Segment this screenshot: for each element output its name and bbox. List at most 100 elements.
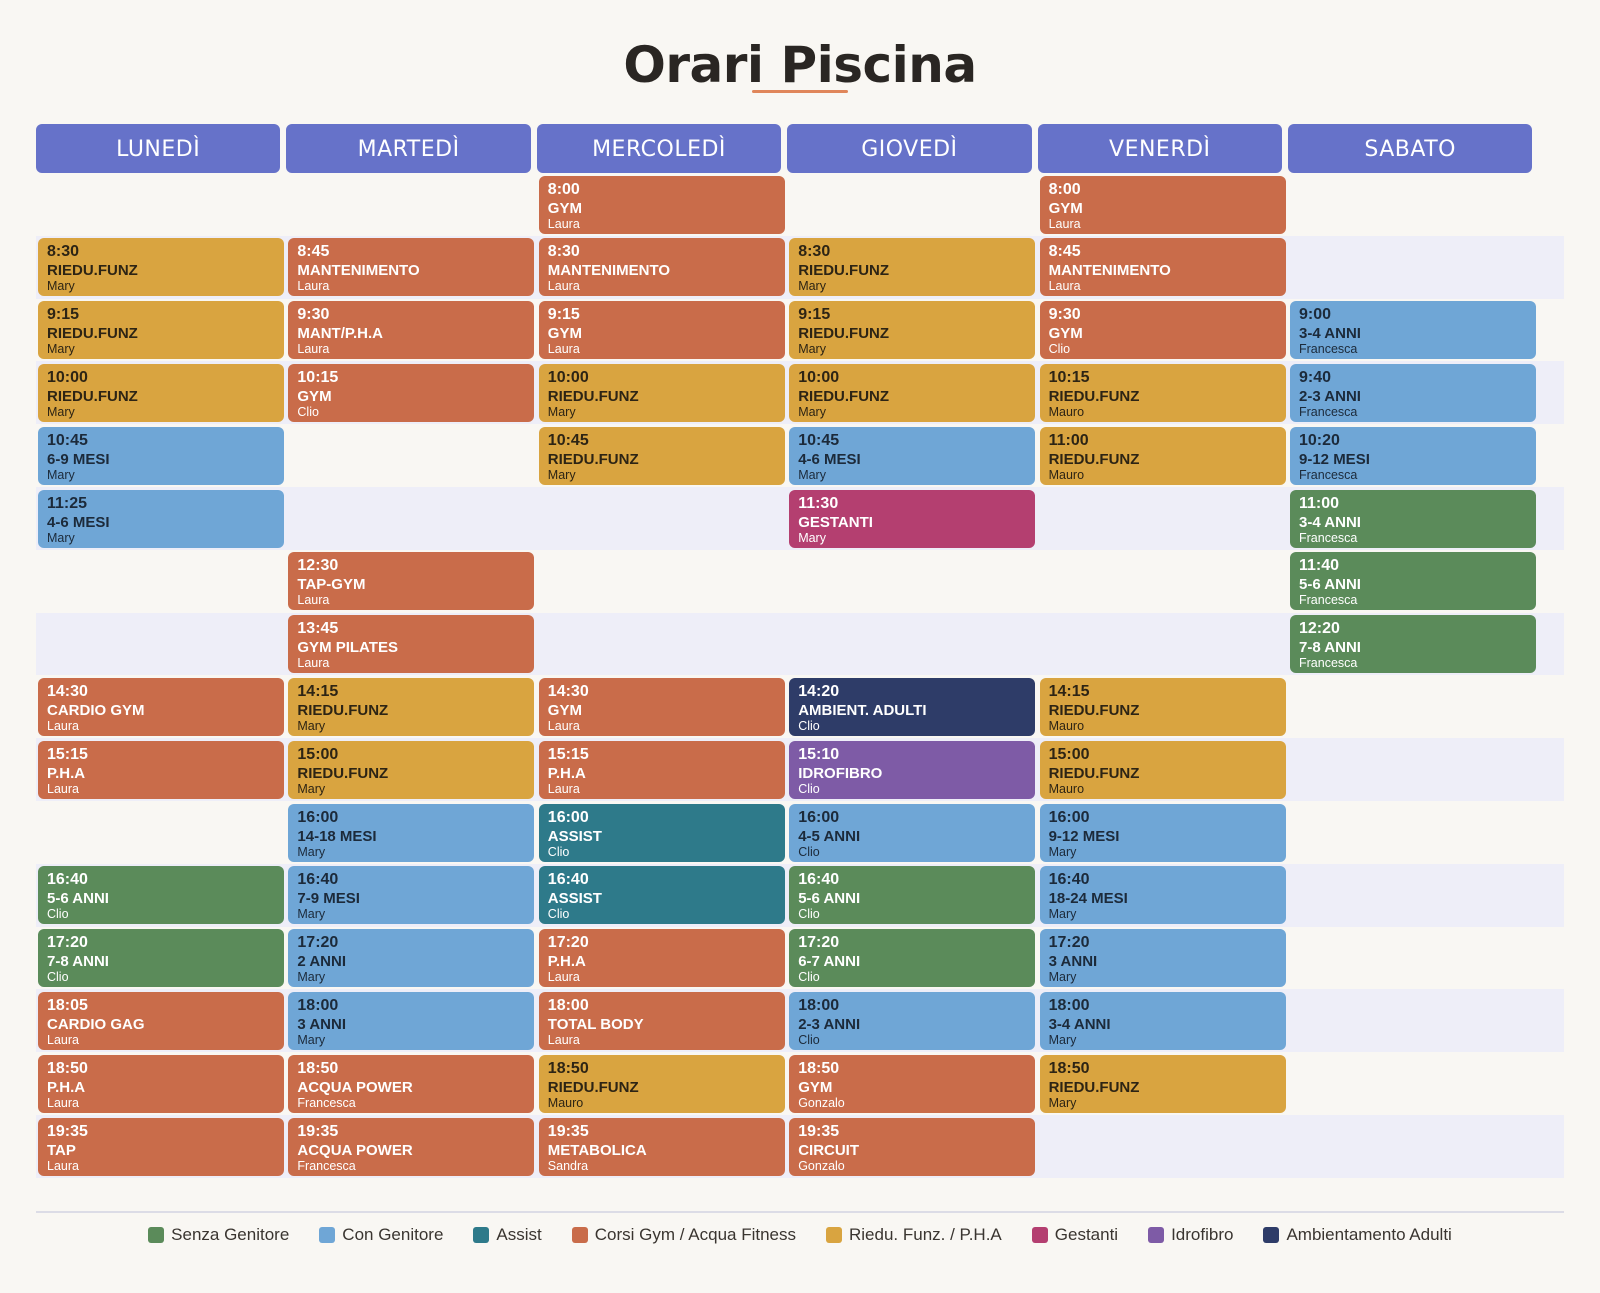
class-instructor: Clio	[547, 844, 570, 859]
class-card[interactable]: 15:15 P.H.A Laura	[38, 740, 284, 799]
class-card[interactable]: 10:15 GYM Clio	[288, 363, 535, 422]
day-header: LUNEDÌ	[36, 124, 281, 173]
class-card[interactable]: 9:30 GYM Clio	[1039, 301, 1286, 360]
class-card[interactable]: 8:45 MANTENIMENTO Laura	[288, 238, 535, 297]
class-card[interactable]: 18:50 RIEDU.FUNZ Mauro	[538, 1054, 785, 1113]
class-card[interactable]: 9:15 RIEDU.FUNZ Mary	[38, 301, 284, 360]
class-instructor: Clio	[1048, 342, 1071, 357]
class-card[interactable]: 16:00 ASSIST Clio	[538, 803, 785, 862]
class-card[interactable]: 17:20 6-7 ANNI Clio	[789, 929, 1036, 988]
class-card[interactable]: 9:40 2-3 ANNI Francesca	[1290, 363, 1536, 422]
class-name: RIEDU.FUNZ	[1048, 387, 1140, 405]
class-card[interactable]: 18:50 GYM Gonzalo	[789, 1054, 1036, 1113]
class-card[interactable]: 11:00 3-4 ANNI Francesca	[1290, 489, 1536, 548]
class-card[interactable]: 9:15 GYM Laura	[538, 301, 785, 360]
legend: Senza Genitore Con Genitore Assist Corsi Gy…	[0, 1225, 1600, 1245]
class-card[interactable]: 16:40 5-6 ANNI Clio	[38, 866, 284, 925]
class-card[interactable]: 8:00 GYM Laura	[1039, 175, 1286, 234]
class-card[interactable]: 10:45 4-6 MESI Mary	[789, 426, 1036, 485]
class-card[interactable]: 19:35 CIRCUIT Gonzalo	[789, 1117, 1036, 1176]
class-card[interactable]: 8:30 RIEDU.FUNZ Mary	[789, 238, 1036, 297]
class-card[interactable]: 18:05 CARDIO GAG Laura	[38, 991, 284, 1050]
class-card[interactable]: 11:30 GESTANTI Mary	[789, 489, 1036, 548]
legend-swatch	[1031, 1227, 1048, 1243]
class-card[interactable]: 14:20 AMBIENT. ADULTI Clio	[789, 677, 1036, 736]
class-card[interactable]: 10:00 RIEDU.FUNZ Mary	[789, 363, 1036, 422]
class-card[interactable]: 8:30 MANTENIMENTO Laura	[538, 238, 785, 297]
class-card[interactable]: 10:00 RIEDU.FUNZ Mary	[38, 363, 284, 422]
class-card[interactable]: 14:15 RIEDU.FUNZ Mauro	[1039, 677, 1286, 736]
class-card[interactable]: 10:15 RIEDU.FUNZ Mauro	[1039, 363, 1286, 422]
class-name: GYM	[798, 1078, 833, 1096]
class-card[interactable]: 14:30 CARDIO GYM Laura	[38, 677, 284, 736]
class-card[interactable]: 11:25 4-6 MESI Mary	[38, 489, 284, 548]
class-card[interactable]: 8:30 RIEDU.FUNZ Mary	[38, 238, 284, 297]
class-card[interactable]: 11:40 5-6 ANNI Francesca	[1290, 552, 1536, 611]
class-card[interactable]: 12:30 TAP-GYM Laura	[288, 552, 535, 611]
class-instructor: Mauro	[1048, 781, 1085, 796]
class-card[interactable]: 15:00 RIEDU.FUNZ Mary	[288, 740, 535, 799]
class-card[interactable]: 16:40 ASSIST Clio	[538, 866, 785, 925]
class-card[interactable]: 16:00 4-5 ANNI Clio	[789, 803, 1036, 862]
class-name: 2 ANNI	[297, 953, 347, 971]
class-instructor: Laura	[47, 781, 79, 796]
class-name: GYM	[1048, 199, 1083, 217]
class-name: CARDIO GYM	[47, 701, 145, 719]
legend-swatch	[148, 1227, 165, 1243]
class-card[interactable]: 8:00 GYM Laura	[538, 175, 785, 234]
class-card[interactable]: 18:50 P.H.A Laura	[38, 1054, 284, 1113]
class-card[interactable]: 16:40 5-6 ANNI Clio	[789, 866, 1036, 925]
class-card[interactable]: 12:20 7-8 ANNI Francesca	[1290, 615, 1536, 674]
legend-swatch	[826, 1227, 842, 1243]
class-time: 10:00	[798, 368, 840, 386]
class-card[interactable]: 18:00 2-3 ANNI Clio	[789, 991, 1036, 1050]
class-card[interactable]: 17:20 P.H.A Laura	[538, 929, 785, 988]
class-instructor: Mauro	[1048, 404, 1085, 419]
class-card[interactable]: 18:00 3-4 ANNI Mary	[1039, 991, 1286, 1050]
class-card[interactable]: 16:00 9-12 MESI Mary	[1039, 803, 1286, 862]
class-time: 10:00	[547, 368, 589, 386]
class-card[interactable]: 17:20 2 ANNI Mary	[288, 929, 535, 988]
class-time: 18:00	[798, 996, 840, 1014]
class-card[interactable]: 10:00 RIEDU.FUNZ Mary	[538, 363, 785, 422]
class-card[interactable]: 9:30 MANT/P.H.A Laura	[288, 301, 535, 360]
class-time: 9:30	[1048, 306, 1081, 324]
class-card[interactable]: 15:00 RIEDU.FUNZ Mauro	[1039, 740, 1286, 799]
class-instructor: Mauro	[1048, 718, 1085, 733]
class-instructor: Mary	[1048, 907, 1077, 922]
class-card[interactable]: 17:20 3 ANNI Mary	[1039, 929, 1286, 988]
class-card[interactable]: 16:00 14-18 MESI Mary	[288, 803, 535, 862]
legend-label: Riedu. Funz. / P.H.A	[849, 1225, 1002, 1244]
class-card[interactable]: 10:45 6-9 MESI Mary	[38, 426, 284, 485]
class-card[interactable]: 18:00 TOTAL BODY Laura	[538, 991, 785, 1050]
class-card[interactable]: 8:45 MANTENIMENTO Laura	[1039, 238, 1286, 297]
class-name: P.H.A	[47, 1078, 86, 1096]
class-time: 15:15	[547, 745, 589, 763]
class-card[interactable]: 16:40 18-24 MESI Mary	[1039, 866, 1286, 925]
class-card[interactable]: 19:35 ACQUA POWER Francesca	[288, 1117, 535, 1176]
class-card[interactable]: 14:15 RIEDU.FUNZ Mary	[288, 677, 535, 736]
class-card[interactable]: 9:00 3-4 ANNI Francesca	[1290, 301, 1536, 360]
class-card[interactable]: 17:20 7-8 ANNI Clio	[38, 929, 284, 988]
class-card[interactable]: 19:35 TAP Laura	[38, 1117, 284, 1176]
class-card[interactable]: 13:45 GYM PILATES Laura	[288, 615, 535, 674]
class-card[interactable]: 15:15 P.H.A Laura	[538, 740, 785, 799]
class-name: TAP	[47, 1141, 76, 1159]
class-card[interactable]: 18:00 3 ANNI Mary	[288, 991, 535, 1050]
class-card[interactable]: 9:15 RIEDU.FUNZ Mary	[789, 301, 1036, 360]
class-card[interactable]: 11:00 RIEDU.FUNZ Mauro	[1039, 426, 1286, 485]
class-instructor: Mary	[798, 342, 826, 357]
class-card[interactable]: 19:35 METABOLICA Sandra	[538, 1117, 785, 1176]
class-card[interactable]: 15:10 IDROFIBRO Clio	[789, 740, 1036, 799]
class-name: 9-12 MESI	[1299, 450, 1370, 468]
class-card[interactable]: 16:40 7-9 MESI Mary	[288, 866, 535, 925]
class-card[interactable]: 10:20 9-12 MESI Francesca	[1290, 426, 1536, 485]
class-instructor: Francesca	[297, 1158, 356, 1173]
class-time: 14:15	[1048, 682, 1090, 700]
class-time: 17:20	[547, 934, 589, 952]
class-instructor: Laura	[1048, 279, 1081, 294]
class-card[interactable]: 18:50 RIEDU.FUNZ Mary	[1039, 1054, 1286, 1113]
class-card[interactable]: 10:45 RIEDU.FUNZ Mary	[538, 426, 785, 485]
class-card[interactable]: 18:50 ACQUA POWER Francesca	[288, 1054, 535, 1113]
class-card[interactable]: 14:30 GYM Laura	[538, 677, 785, 736]
